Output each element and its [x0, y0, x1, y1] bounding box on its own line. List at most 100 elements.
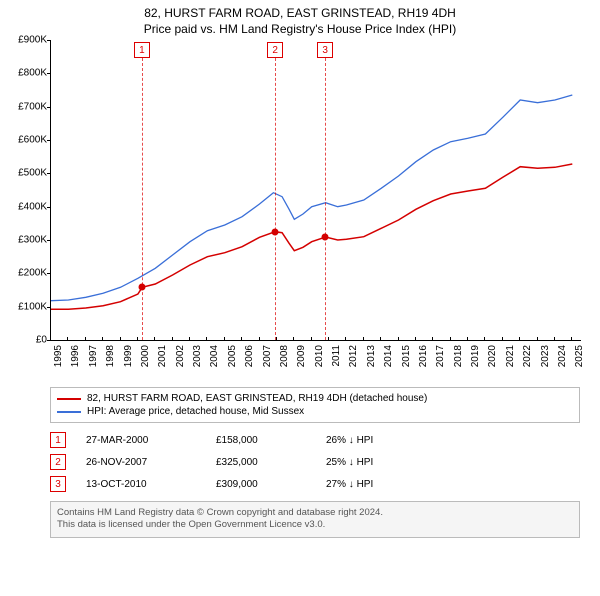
ytick-mark — [47, 73, 51, 74]
sale-price: £158,000 — [216, 435, 306, 446]
sale-marker-line — [142, 58, 143, 340]
xtick-mark — [519, 337, 520, 341]
xtick-label: 2023 — [540, 345, 551, 367]
xtick-label: 2011 — [331, 345, 342, 367]
sale-date: 27-MAR-2000 — [86, 435, 196, 446]
chart-plot-area: £0£100K£200K£300K£400K£500K£600K£700K£80… — [50, 40, 581, 341]
xtick-label: 2017 — [435, 345, 446, 367]
ytick-mark — [47, 273, 51, 274]
xtick-mark — [85, 337, 86, 341]
xtick-mark — [398, 337, 399, 341]
xtick-label: 2003 — [192, 345, 203, 367]
xtick-mark — [137, 337, 138, 341]
xtick-label: 1998 — [105, 345, 116, 367]
sale-marker-badge: 1 — [134, 42, 150, 58]
xtick-mark — [311, 337, 312, 341]
xtick-label: 2002 — [175, 345, 186, 367]
footer-box: Contains HM Land Registry data © Crown c… — [50, 501, 580, 538]
legend-row: HPI: Average price, detached house, Mid … — [57, 405, 573, 418]
xtick-mark — [380, 337, 381, 341]
sale-marker-line — [325, 58, 326, 340]
ytick-label: £900K — [18, 35, 47, 46]
xtick-mark — [206, 337, 207, 341]
sale-price: £309,000 — [216, 479, 306, 490]
xtick-mark — [50, 337, 51, 341]
xtick-label: 2021 — [505, 345, 516, 367]
xtick-mark — [484, 337, 485, 341]
legend-label: HPI: Average price, detached house, Mid … — [87, 406, 304, 417]
xtick-mark — [241, 337, 242, 341]
ytick-mark — [47, 40, 51, 41]
xtick-mark — [328, 337, 329, 341]
xtick-label: 2006 — [244, 345, 255, 367]
ytick-label: £700K — [18, 101, 47, 112]
xtick-mark — [276, 337, 277, 341]
sale-delta: 27% ↓ HPI — [326, 479, 416, 490]
ytick-mark — [47, 107, 51, 108]
title-line1: 82, HURST FARM ROAD, EAST GRINSTEAD, RH1… — [0, 6, 600, 20]
sale-row: 313-OCT-2010£309,00027% ↓ HPI — [50, 473, 580, 495]
sale-row-badge: 2 — [50, 454, 66, 470]
sale-marker-badge: 3 — [317, 42, 333, 58]
xtick-label: 1995 — [53, 345, 64, 367]
sale-marker-badge: 2 — [267, 42, 283, 58]
sale-row-badge: 1 — [50, 432, 66, 448]
chart-container: 82, HURST FARM ROAD, EAST GRINSTEAD, RH1… — [0, 6, 600, 596]
sale-row: 127-MAR-2000£158,00026% ↓ HPI — [50, 429, 580, 451]
xtick-mark — [415, 337, 416, 341]
ytick-mark — [47, 207, 51, 208]
xtick-label: 2007 — [262, 345, 273, 367]
xtick-label: 1999 — [123, 345, 134, 367]
xtick-label: 2020 — [487, 345, 498, 367]
sale-dot — [272, 228, 279, 235]
ytick-label: £0 — [36, 335, 47, 346]
xtick-mark — [67, 337, 68, 341]
legend-swatch — [57, 398, 81, 400]
sale-dot — [138, 284, 145, 291]
xtick-mark — [259, 337, 260, 341]
sale-date: 13-OCT-2010 — [86, 479, 196, 490]
sales-table: 127-MAR-2000£158,00026% ↓ HPI226-NOV-200… — [50, 429, 580, 495]
sale-delta: 25% ↓ HPI — [326, 457, 416, 468]
xtick-label: 2012 — [348, 345, 359, 367]
xtick-label: 2019 — [470, 345, 481, 367]
xtick-label: 2014 — [383, 345, 394, 367]
xtick-mark — [154, 337, 155, 341]
ytick-mark — [47, 240, 51, 241]
xtick-mark — [102, 337, 103, 341]
xtick-mark — [363, 337, 364, 341]
xtick-mark — [450, 337, 451, 341]
x-axis: 1995199619971998199920002001200220032004… — [50, 341, 580, 381]
xtick-label: 2018 — [453, 345, 464, 367]
sale-row: 2 26-NOV-2007 £325,000 25% ↓ HPI — [50, 451, 580, 473]
ytick-label: £100K — [18, 301, 47, 312]
series-line-hpi — [51, 95, 572, 301]
ytick-label: £800K — [18, 68, 47, 79]
ytick-mark — [47, 307, 51, 308]
xtick-mark — [293, 337, 294, 341]
xtick-label: 2009 — [296, 345, 307, 367]
ytick-mark — [47, 140, 51, 141]
footer-line1: Contains HM Land Registry data © Crown c… — [57, 507, 573, 519]
ytick-label: £300K — [18, 235, 47, 246]
sale-date: 26-NOV-2007 — [86, 457, 196, 468]
xtick-mark — [502, 337, 503, 341]
xtick-label: 2025 — [574, 345, 585, 367]
plot-svg — [51, 40, 581, 340]
xtick-label: 2015 — [401, 345, 412, 367]
xtick-label: 2024 — [557, 345, 568, 367]
xtick-label: 2022 — [522, 345, 533, 367]
footer-line2: This data is licensed under the Open Gov… — [57, 519, 573, 531]
legend-swatch — [57, 411, 81, 413]
xtick-label: 2016 — [418, 345, 429, 367]
xtick-mark — [120, 337, 121, 341]
sale-dot — [322, 234, 329, 241]
legend-row: 82, HURST FARM ROAD, EAST GRINSTEAD, RH1… — [57, 392, 573, 405]
sale-price: £325,000 — [216, 457, 306, 468]
xtick-mark — [345, 337, 346, 341]
xtick-mark — [554, 337, 555, 341]
xtick-label: 2013 — [366, 345, 377, 367]
ytick-label: £400K — [18, 201, 47, 212]
xtick-label: 2008 — [279, 345, 290, 367]
series-line-property — [51, 164, 572, 309]
